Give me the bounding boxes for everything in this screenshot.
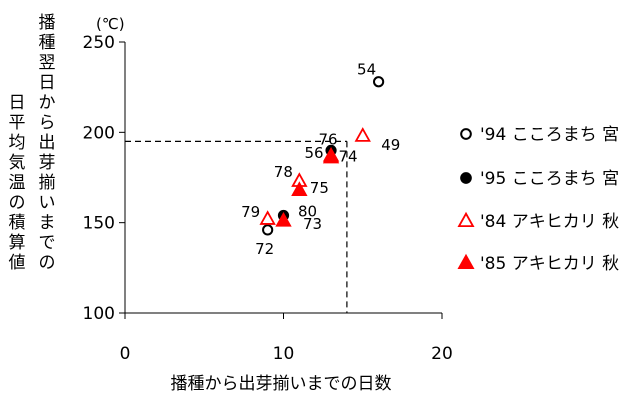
data-point-label: 56 [305, 144, 324, 162]
legend-marker [457, 211, 475, 228]
y-axis-unit: (℃) [96, 15, 125, 33]
y-axis-label-char: 算 [9, 233, 26, 253]
data-point-label: 79 [241, 203, 260, 221]
y-axis-label-char: 日 [9, 93, 26, 113]
legend-label: '94 こころまち 宮城 [480, 125, 619, 145]
y-axis-label-char: 揃 [39, 173, 56, 193]
x-tick-label: 10 [273, 344, 295, 364]
data-point-label: 54 [357, 61, 376, 79]
legend-marker [460, 128, 472, 140]
y-axis-label-char: 翌 [39, 53, 56, 73]
data-point-label: 76 [319, 130, 338, 148]
y-axis-label-char: 積 [9, 213, 26, 233]
data-point-marker [291, 181, 308, 196]
y-axis-label-char: 均 [9, 133, 26, 153]
y-axis-label-char: 温 [9, 173, 26, 193]
data-point-marker [322, 148, 340, 164]
y-tick-label: 250 [83, 33, 115, 53]
data-point-label: 78 [274, 163, 293, 181]
x-tick-label: 20 [431, 344, 453, 364]
y-axis-label-char: い [39, 193, 56, 213]
data-point-label: 72 [255, 240, 274, 258]
x-axis-label: 播種から出芽揃いまでの日数 [171, 374, 392, 394]
y-axis-label-char: 気 [9, 153, 26, 173]
legend-label: '85 アキヒカリ 秋田 [480, 254, 619, 274]
y-axis-label-char: か [39, 93, 56, 113]
y-axis-label-char: 平 [9, 113, 26, 133]
legend-label: '84 アキヒカリ 秋田 [480, 212, 619, 232]
y-axis-label-char: ま [39, 213, 56, 233]
y-tick-label: 150 [83, 214, 115, 234]
y-ticks: 100 150 200 250 [83, 33, 125, 324]
x-tick-label: 0 [120, 344, 131, 364]
data-point-label: 75 [310, 179, 329, 197]
data-point-label: 73 [303, 215, 322, 233]
y-axis-label-char: の [9, 193, 26, 213]
data-point-marker [373, 76, 385, 88]
y-axis-label-char: 芽 [39, 153, 56, 173]
data-point-labels: 54 72 76 80 49 78 79 56 74 75 73 [241, 61, 400, 258]
data-point-label: 74 [339, 148, 358, 166]
legend-label: '95 こころまち 宮城 [480, 169, 619, 189]
y-tick-label: 200 [83, 123, 115, 143]
y-axis-label-char: 種 [39, 33, 56, 53]
y-axis-label-char: 日 [39, 73, 56, 93]
y-axis-label-char: 出 [39, 133, 56, 153]
legend-marker [457, 253, 475, 270]
data-point-label: 49 [381, 136, 400, 154]
data-point-marker [259, 210, 276, 225]
data-point-marker [275, 212, 292, 227]
data-point-marker [354, 127, 371, 142]
y-axis-label-char: で [39, 233, 56, 253]
y-axis-label-char: ら [39, 113, 56, 133]
x-ticks: 0 10 20 [120, 313, 453, 364]
y-axis-label-char: 播 [39, 13, 56, 33]
data-points [259, 76, 385, 236]
y-axis-label-char: 値 [9, 253, 26, 273]
y-axis-label-char: の [39, 253, 56, 273]
legend: '94 こころまち 宮城 '95 こころまち 宮城 '84 アキヒカリ 秋田 '85 … [457, 125, 619, 274]
data-point-label: 80 [298, 202, 317, 220]
data-point-marker [262, 224, 274, 236]
legend-marker [460, 172, 472, 184]
y-tick-label: 100 [83, 304, 115, 324]
